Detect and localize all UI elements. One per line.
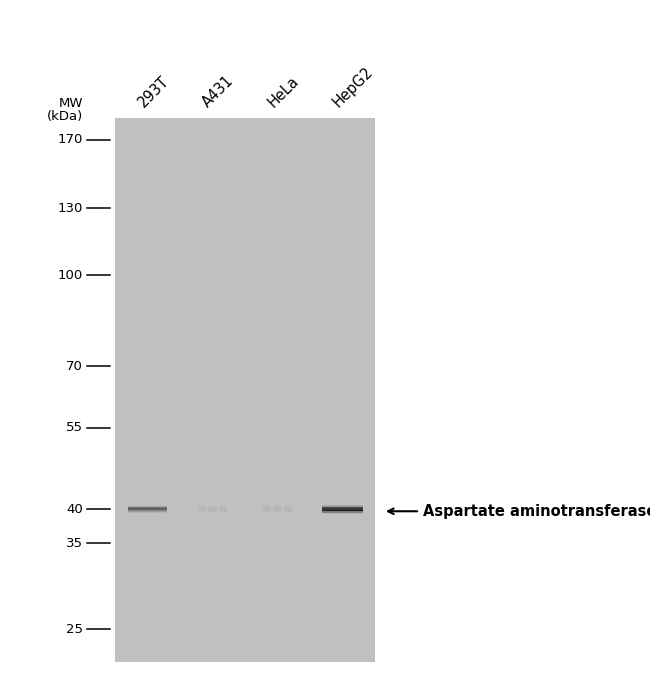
Bar xyxy=(263,506,271,512)
Bar xyxy=(115,118,375,662)
Bar xyxy=(284,506,292,512)
Text: HepG2: HepG2 xyxy=(330,64,376,110)
Bar xyxy=(274,506,281,512)
Text: 55: 55 xyxy=(66,422,83,434)
Text: 100: 100 xyxy=(58,269,83,282)
Text: 170: 170 xyxy=(58,133,83,146)
Bar xyxy=(209,506,216,512)
Text: 35: 35 xyxy=(66,537,83,550)
Text: HeLa: HeLa xyxy=(265,73,302,110)
Text: 293T: 293T xyxy=(135,74,172,110)
Text: A431: A431 xyxy=(200,73,237,110)
Text: Aspartate aminotransferase: Aspartate aminotransferase xyxy=(423,504,650,519)
Text: (kDa): (kDa) xyxy=(47,110,83,123)
Text: MW: MW xyxy=(58,97,83,110)
Text: 70: 70 xyxy=(66,360,83,373)
Bar xyxy=(219,506,227,512)
Bar xyxy=(198,506,206,512)
Text: 130: 130 xyxy=(58,202,83,215)
Text: 25: 25 xyxy=(66,623,83,636)
Text: 40: 40 xyxy=(66,503,83,516)
